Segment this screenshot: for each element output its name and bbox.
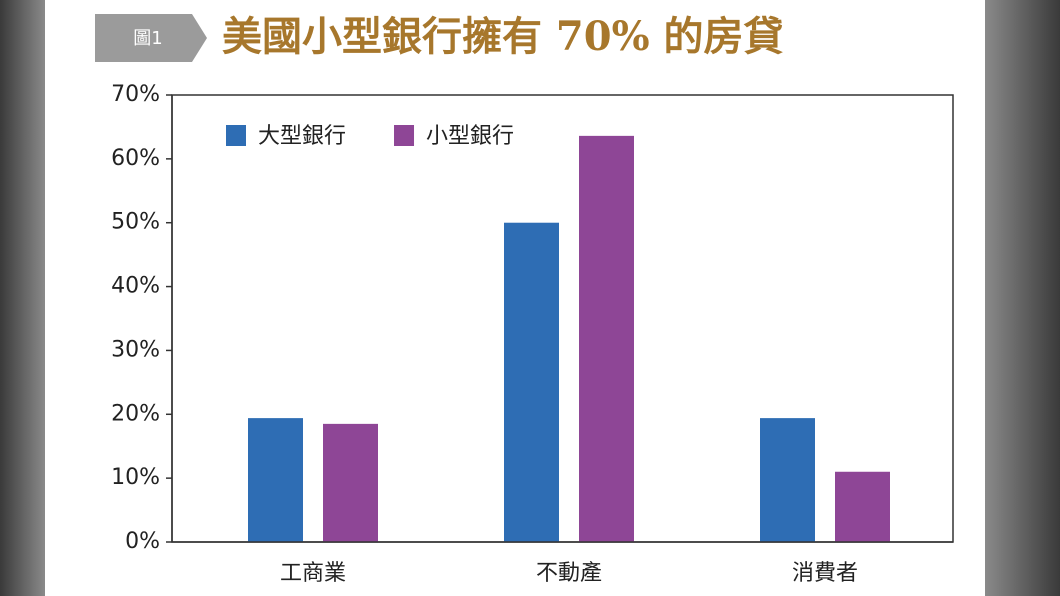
right-edge — [985, 0, 1060, 596]
y-tick-label: 40% — [111, 274, 160, 299]
bar — [760, 418, 815, 542]
y-tick-label: 20% — [111, 401, 160, 426]
badge-shape — [95, 14, 207, 62]
y-tick-label: 60% — [111, 146, 160, 171]
bar — [835, 471, 890, 542]
x-tick-label: 工商業 — [280, 561, 346, 586]
legend-swatch — [394, 125, 415, 146]
bar — [323, 423, 378, 542]
y-tick-label: 30% — [111, 337, 160, 362]
legend-label: 大型銀行 — [258, 124, 346, 149]
left-edge — [0, 0, 45, 596]
y-tick-label: 50% — [111, 210, 160, 235]
bar — [248, 418, 303, 542]
legend-label: 小型銀行 — [426, 124, 514, 149]
badge: 圖1 — [133, 28, 162, 49]
chart-title: 美國小型銀行擁有 70% 的房貸 — [222, 13, 784, 60]
x-tick-label: 消費者 — [792, 561, 858, 586]
x-tick-label: 不動產 — [536, 561, 602, 586]
y-tick-label: 0% — [125, 529, 160, 554]
legend-swatch — [226, 125, 246, 146]
bar — [579, 135, 634, 542]
y-tick-label: 70% — [111, 82, 160, 107]
y-tick-label: 10% — [111, 465, 160, 490]
bar — [504, 222, 559, 542]
